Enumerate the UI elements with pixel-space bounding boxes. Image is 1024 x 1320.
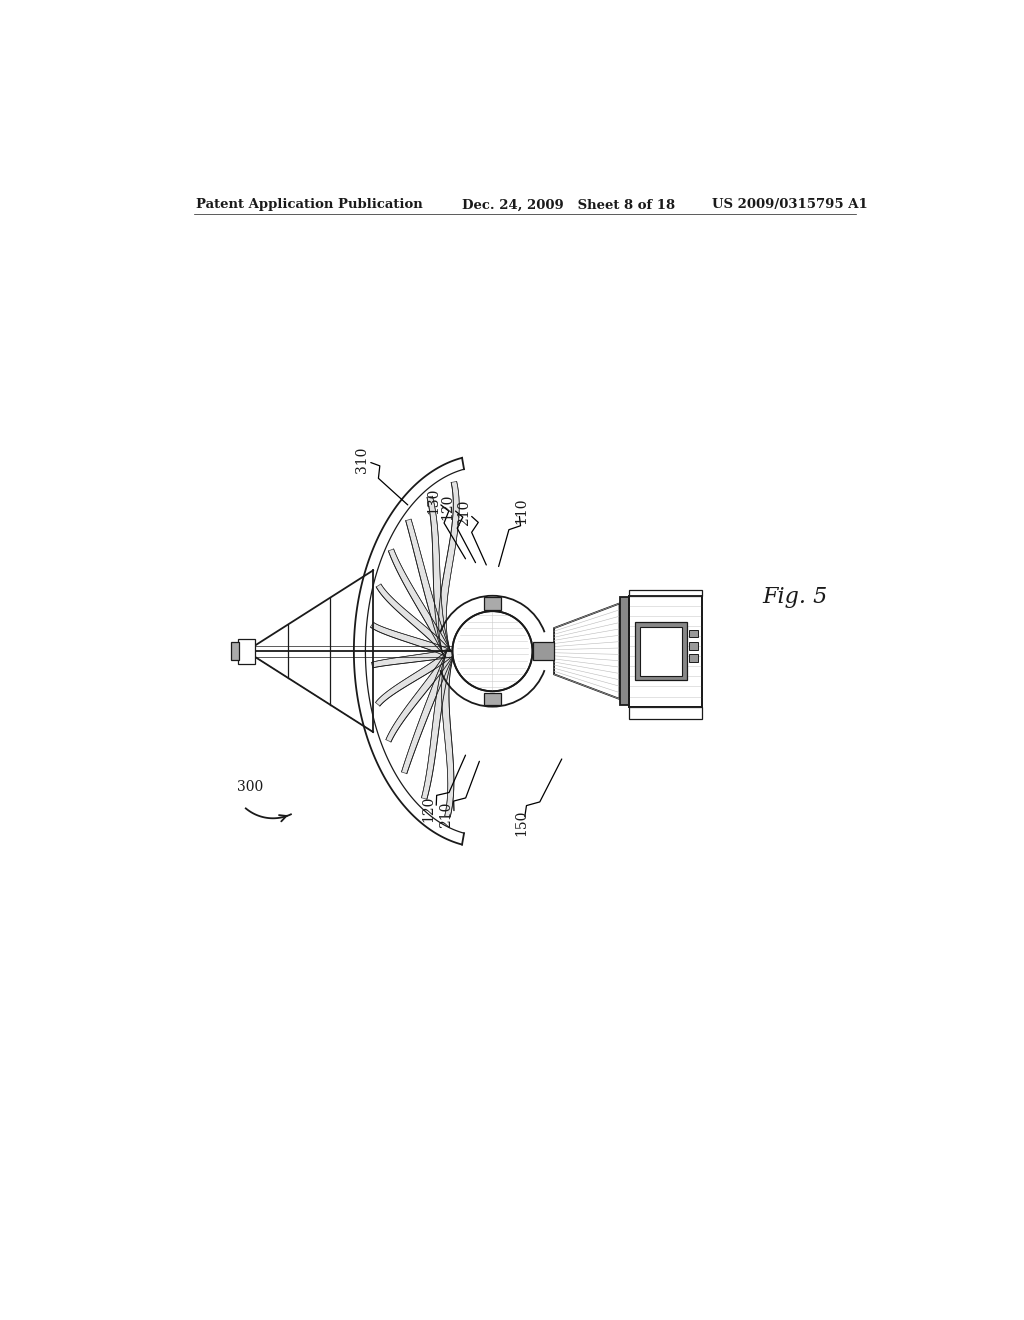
Text: Dec. 24, 2009   Sheet 8 of 18: Dec. 24, 2009 Sheet 8 of 18 (462, 198, 675, 211)
Bar (238, 639, 255, 664)
Polygon shape (386, 651, 454, 742)
Polygon shape (422, 651, 455, 799)
Text: 210: 210 (439, 801, 454, 828)
Polygon shape (406, 519, 451, 653)
Bar (640, 627, 682, 676)
Text: Fig. 5: Fig. 5 (762, 586, 827, 609)
Text: 210: 210 (457, 499, 471, 525)
Text: 130: 130 (426, 488, 440, 515)
Text: US 2009/0315795 A1: US 2009/0315795 A1 (712, 198, 867, 211)
Bar (484, 597, 501, 610)
Bar (635, 622, 686, 681)
Bar (629, 595, 701, 706)
Polygon shape (554, 603, 620, 700)
Polygon shape (371, 623, 450, 656)
Text: Patent Application Publication: Patent Application Publication (196, 198, 423, 211)
Bar (532, 642, 554, 660)
Bar (629, 706, 701, 719)
Text: 120: 120 (440, 494, 455, 520)
Bar (689, 630, 698, 638)
Polygon shape (376, 649, 453, 706)
Polygon shape (388, 549, 451, 653)
Polygon shape (376, 583, 450, 655)
Polygon shape (401, 651, 455, 774)
Bar (231, 642, 240, 660)
Circle shape (453, 611, 532, 692)
Text: 310: 310 (354, 446, 369, 473)
Text: 120: 120 (422, 796, 435, 822)
Text: 150: 150 (514, 809, 528, 836)
Bar (620, 598, 629, 705)
Bar (484, 693, 501, 705)
Bar (689, 655, 698, 663)
Bar (629, 590, 701, 595)
Polygon shape (372, 649, 450, 668)
Text: 300: 300 (237, 780, 263, 795)
Text: 110: 110 (515, 498, 528, 524)
Polygon shape (427, 496, 451, 653)
Bar (689, 642, 698, 649)
Polygon shape (441, 651, 455, 817)
Polygon shape (438, 482, 459, 653)
